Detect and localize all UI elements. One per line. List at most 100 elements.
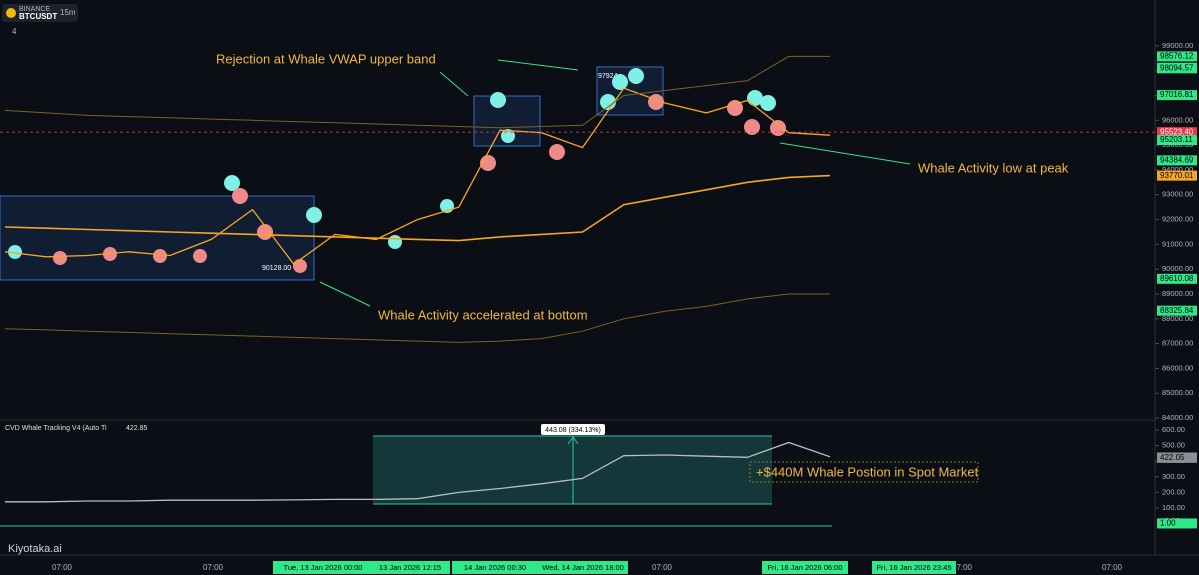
annotation: Whale Activity low at peak	[918, 160, 1069, 175]
series-line	[4, 174, 831, 242]
price-tag-label: 1.00	[1160, 519, 1176, 528]
exchange-icon	[6, 8, 16, 18]
whale-dot	[224, 175, 240, 191]
price-tag	[1157, 63, 1197, 74]
price-tag	[1157, 51, 1197, 62]
price-tag	[1157, 135, 1197, 146]
price-tag	[1157, 305, 1197, 316]
price-tag	[1157, 90, 1197, 101]
price-tag-label: 422.05	[1160, 453, 1185, 462]
y-tick-label: 600.00	[1162, 425, 1185, 434]
time-highlight-label: Fri, 16 Jan 2026 23:45	[876, 563, 951, 572]
time-highlight-label: 14 Jan 2026 00:30	[464, 563, 526, 572]
annotation-box	[749, 461, 979, 483]
indicator-title: CVD Whale Tracking V4 (Auto Ti	[5, 425, 107, 432]
symbol: BTCUSDT	[19, 12, 57, 21]
whale-dot	[747, 90, 763, 106]
price-tag-label: 95523.40	[1160, 127, 1194, 136]
exchange: BINANCE	[19, 6, 50, 13]
y-tick-label: 200.00	[1162, 487, 1185, 496]
whale-dot	[153, 249, 167, 263]
measure-arrowhead	[567, 436, 579, 445]
time-highlight-label: Fri, 16 Jan 2026 06:00	[767, 563, 842, 572]
time-highlight	[452, 561, 538, 574]
y-tick-label: 94000.00	[1162, 165, 1193, 174]
y-tick-label: 89000.00	[1162, 289, 1193, 298]
time-highlight-label: Wed, 14 Jan 2026 18:00	[542, 563, 624, 572]
series-line	[4, 293, 830, 343]
interval: 15m	[60, 8, 76, 17]
measure-label: 443.08 (334.13%)	[545, 427, 601, 434]
price-tag	[1157, 452, 1197, 463]
brand: Kiyotaka.ai	[8, 543, 62, 555]
x-tick-label: 07:00	[52, 563, 73, 572]
time-highlight-label: 13 Jan 2026 12:15	[379, 563, 441, 572]
y-tick-label: 93000.00	[1162, 190, 1193, 199]
whale-dot	[293, 259, 307, 273]
y-tick-label: 300.00	[1162, 472, 1185, 481]
indicator-count: 4	[12, 27, 17, 36]
whale-dot	[628, 68, 644, 84]
price-tag-label: 93770.01	[1160, 171, 1194, 180]
time-highlight	[762, 561, 848, 574]
series-line	[4, 55, 830, 129]
price-tag	[1157, 518, 1197, 529]
price-tag	[1157, 273, 1197, 284]
whale-dot	[612, 74, 628, 90]
arrow	[319, 281, 371, 307]
series-line	[5, 441, 831, 503]
whale-dot	[760, 95, 776, 111]
series-line	[4, 87, 831, 266]
x-tick-label: 07:00	[203, 563, 224, 572]
arrow	[497, 59, 579, 71]
y-tick-label: 84000.00	[1162, 413, 1193, 422]
measure-label-bg	[541, 424, 605, 435]
y-tick-label: 90000.00	[1162, 264, 1193, 273]
y-tick-label: 87000.00	[1162, 339, 1193, 348]
price-tag	[1157, 127, 1197, 138]
whale-dot	[306, 207, 322, 223]
y-tick-label: 92000.00	[1162, 215, 1193, 224]
box-label: 90128.00	[262, 265, 291, 272]
whale-dot	[232, 188, 248, 204]
annotation: +$440M Whale Postion in Spot Market	[756, 464, 979, 479]
price-tag-label: 94384.69	[1160, 156, 1194, 165]
whale-dot	[549, 144, 565, 160]
whale-dot	[744, 119, 760, 135]
y-tick-label: 86000.00	[1162, 363, 1193, 372]
time-highlight	[872, 561, 956, 574]
symbol-badge[interactable]	[2, 4, 78, 22]
price-tag-label: 98094.57	[1160, 63, 1194, 72]
whale-dot	[490, 92, 506, 108]
whale-dot	[8, 245, 22, 259]
arrow	[439, 71, 469, 97]
price-tag-label: 98576.12	[1160, 52, 1194, 61]
x-tick-label: 07:00	[652, 563, 673, 572]
annotation: Rejection at Whale VWAP upper band	[216, 51, 436, 66]
price-tag-label: 95203.11	[1160, 135, 1193, 144]
y-tick-label: 96000.00	[1162, 115, 1193, 124]
y-tick-label: 99000.00	[1162, 41, 1193, 50]
whale-dot	[727, 100, 743, 116]
time-axis: 07:00 07:00 07:00 07:00 07:00 Tue, 13 Jan 202…	[52, 561, 1123, 574]
price-tag	[1157, 170, 1197, 181]
time-highlight	[538, 561, 628, 574]
whale-dot	[53, 251, 67, 265]
y-tick-label: 85000.00	[1162, 388, 1193, 397]
time-highlight	[370, 561, 450, 574]
whale-dot	[388, 235, 402, 249]
y-tick-label: 500.00	[1162, 441, 1185, 450]
arrow	[779, 142, 911, 165]
price-tag-label: 97016.81	[1160, 90, 1194, 99]
box-label: 97924	[598, 73, 618, 80]
indicator-value: 422.85	[126, 425, 148, 432]
time-highlight-label: Tue, 13 Jan 2026 00:00	[284, 563, 363, 572]
whale-dot	[193, 249, 207, 263]
whale-dot	[257, 224, 273, 240]
y-tick-label: 91000.00	[1162, 239, 1193, 248]
x-tick-label: 07:00	[1102, 563, 1123, 572]
price-tag-label: 89610.08	[1160, 274, 1194, 283]
